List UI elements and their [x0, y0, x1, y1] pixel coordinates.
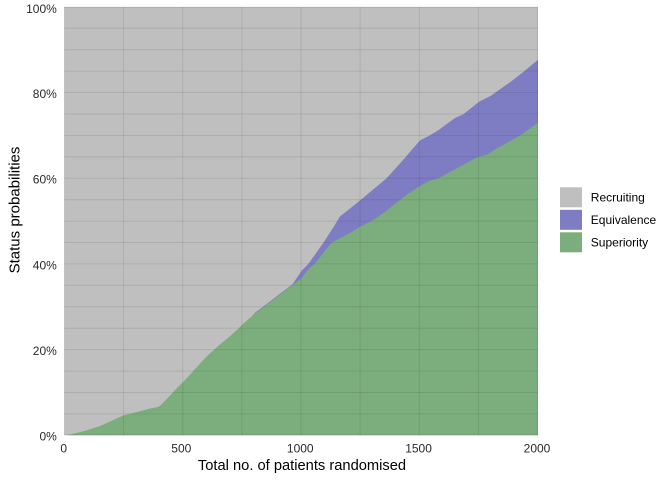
- svg-text:1500: 1500: [405, 442, 432, 456]
- svg-text:60%: 60%: [33, 173, 57, 187]
- svg-text:2000: 2000: [524, 442, 551, 456]
- svg-text:40%: 40%: [33, 258, 57, 272]
- svg-text:0: 0: [60, 442, 67, 456]
- svg-text:0%: 0%: [39, 430, 57, 444]
- svg-text:1000: 1000: [287, 442, 314, 456]
- svg-text:Total no. of patients randomis: Total no. of patients randomised: [198, 458, 406, 474]
- svg-text:Status probabilities: Status probabilities: [7, 147, 24, 274]
- svg-text:Recruiting: Recruiting: [591, 191, 645, 205]
- svg-text:20%: 20%: [33, 344, 57, 358]
- svg-text:Equivalence: Equivalence: [591, 213, 657, 227]
- svg-text:80%: 80%: [33, 87, 57, 101]
- svg-text:Superiority: Superiority: [591, 236, 648, 250]
- svg-text:100%: 100%: [26, 2, 57, 16]
- svg-text:500: 500: [171, 442, 191, 456]
